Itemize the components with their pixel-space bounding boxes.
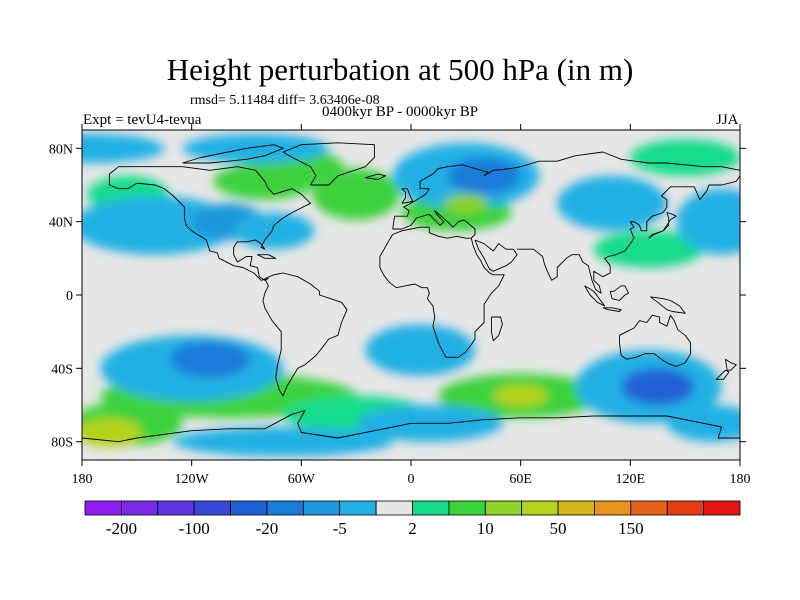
colorbar-swatch: [448, 500, 486, 516]
colorbar-label: 2: [408, 519, 417, 538]
anomaly-region: [593, 230, 704, 268]
coastline: [618, 314, 692, 367]
colorbar-swatch: [521, 500, 559, 516]
coastline: [490, 316, 503, 342]
anomaly-region: [82, 196, 238, 255]
colorbar-swatch: [412, 500, 450, 516]
colorbar-swatch: [557, 500, 595, 516]
colorbar-label: -20: [256, 519, 279, 538]
colorbar-swatch: [84, 500, 122, 516]
anomaly-region: [630, 139, 740, 176]
anomaly-region: [173, 427, 393, 457]
coastline: [379, 210, 505, 358]
colorbar-swatch: [375, 500, 413, 516]
map-axes: 180 120W 60W 0 60E 120E 180 80N 40N 0 40S 80S: [49, 124, 751, 487]
coastline: [108, 166, 311, 281]
map-area: [82, 130, 740, 460]
anomaly-field: [82, 133, 740, 457]
colorbar-swatch: [666, 500, 705, 516]
colorbar-label: 10: [477, 519, 494, 538]
anomaly-region: [182, 133, 329, 163]
x-tick-label: 60E: [509, 472, 532, 487]
anomaly-region: [443, 194, 488, 213]
colorbar-swatch: [157, 500, 195, 516]
colorbar-label: -200: [106, 519, 137, 538]
colorbar-label: 150: [618, 519, 644, 538]
coastline: [257, 254, 277, 259]
anomaly-region: [621, 368, 695, 405]
colorbar-swatch: [703, 500, 741, 516]
colorbar: -200 -100 -20 -5 2 10 50 150: [84, 500, 741, 538]
coastline: [724, 358, 737, 371]
anomaly-region: [666, 405, 740, 442]
coastline: [584, 285, 606, 307]
coastline: [392, 151, 740, 230]
colorbar-label: -100: [179, 519, 210, 538]
colorbar-swatch: [339, 500, 377, 516]
experiment-label: Expt = tevU4-tevua: [83, 112, 202, 128]
anomaly-region: [557, 175, 667, 231]
anomaly-region: [493, 384, 549, 407]
x-tick-label: 0: [408, 472, 415, 487]
x-tick-label: 180: [72, 472, 93, 487]
coastline: [401, 188, 414, 204]
y-tick-label: 0: [66, 289, 73, 304]
anomaly-region: [82, 133, 165, 163]
colorbar-swatch: [193, 500, 231, 516]
plot-title: Height perturbation at 500 hPa (in m): [166, 52, 634, 87]
coastline: [262, 272, 348, 397]
anomaly-region: [676, 188, 740, 255]
anomaly-region: [169, 340, 251, 378]
coastlines: [82, 142, 740, 443]
colorbar-swatch: [630, 500, 668, 516]
x-tick-label: 60W: [288, 472, 316, 487]
x-tick-label: 120W: [175, 472, 210, 487]
anomaly-region: [312, 168, 401, 220]
anomaly-region: [365, 324, 475, 376]
colorbar-label: 50: [550, 519, 567, 538]
y-tick-label: 80N: [49, 142, 73, 157]
anomaly-region: [82, 417, 143, 448]
coastline: [365, 173, 386, 180]
coastline: [182, 144, 284, 164]
coastline: [648, 212, 677, 239]
colorbar-swatch: [266, 500, 304, 516]
colorbar-swatch: [302, 500, 341, 516]
coastline: [715, 369, 730, 380]
coastline: [82, 410, 740, 443]
period-label: 0400kyr BP - 0000kyr BP: [322, 104, 479, 120]
coastline: [474, 239, 518, 272]
colorbar-swatch: [594, 500, 632, 516]
colorbar-swatch: [230, 500, 268, 516]
coastline: [602, 307, 622, 312]
y-tick-label: 80S: [51, 436, 73, 451]
x-tick-label: 180: [730, 472, 751, 487]
colorbar-label: -5: [333, 519, 347, 538]
coastline: [282, 142, 375, 186]
coastline: [650, 296, 686, 314]
statistics-label: rmsd= 5.11484 diff= 3.63406e-08: [190, 93, 380, 108]
season-label: JJA: [716, 112, 739, 128]
colorbar-swatch: [120, 500, 159, 516]
y-tick-label: 40N: [49, 216, 73, 231]
colorbar-swatch: [484, 500, 523, 516]
y-tick-label: 40S: [51, 362, 73, 377]
coastline: [609, 285, 629, 301]
coastline: [517, 175, 740, 294]
x-tick-label: 120E: [616, 472, 646, 487]
anomaly-region: [233, 212, 315, 250]
